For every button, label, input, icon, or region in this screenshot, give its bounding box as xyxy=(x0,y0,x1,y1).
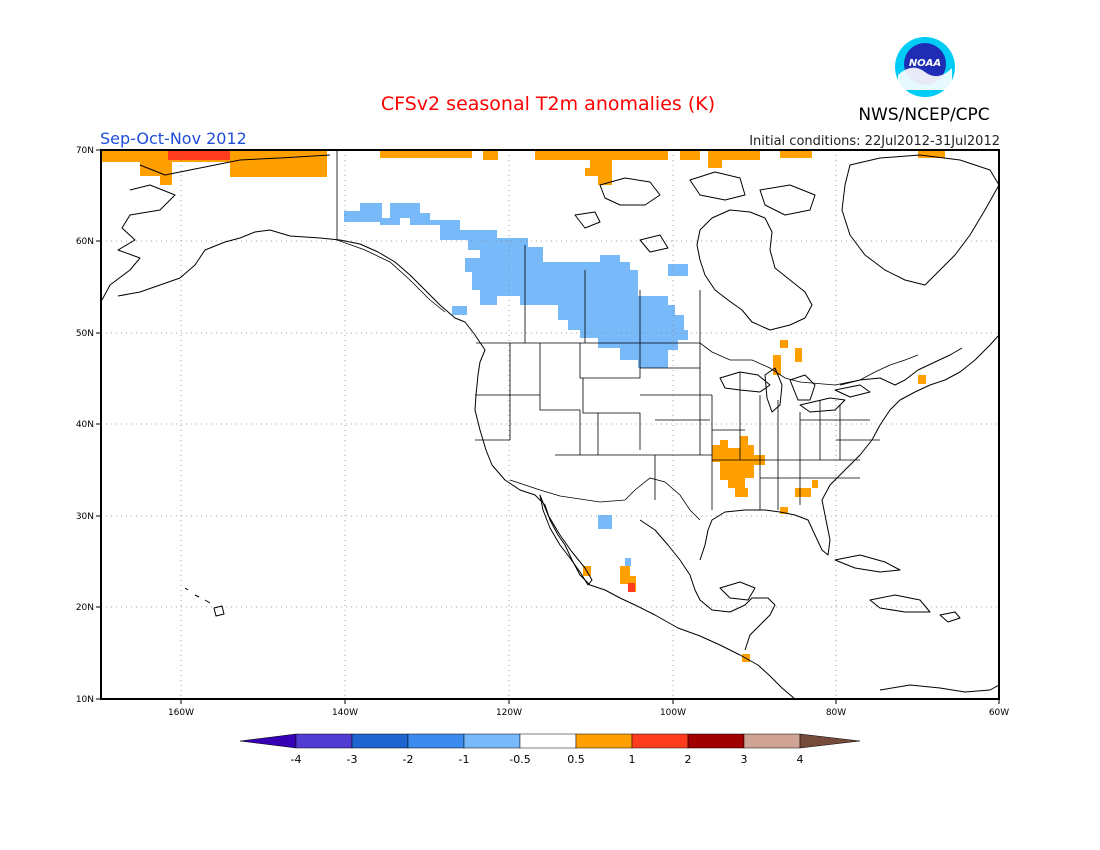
colorbar-label-1: -3 xyxy=(347,753,358,766)
map-title: CFSv2 seasonal T2m anomalies (K) xyxy=(381,93,715,115)
warm-anomaly-ontario xyxy=(780,340,788,348)
cool-anomaly-mexico-2 xyxy=(625,558,631,566)
lon-label-60w: 60W xyxy=(989,708,1009,718)
warm-anomaly-maine xyxy=(918,375,926,384)
hot-anomaly-jalisco xyxy=(628,583,635,592)
colorbar-swatch-10 xyxy=(799,733,861,749)
colorbar-label-8: 3 xyxy=(741,753,748,766)
warm-anomaly-arkansas xyxy=(712,436,765,497)
lon-label-160w: 160W xyxy=(168,708,194,718)
cool-anomaly-bc xyxy=(452,306,467,315)
colorbar-swatch-7 xyxy=(631,733,689,749)
coast-great-lakes xyxy=(719,367,871,413)
map-canvas xyxy=(101,150,999,699)
colorbar-label-2: -2 xyxy=(403,753,414,766)
cool-anomaly-canada xyxy=(344,203,688,368)
coast-northeast xyxy=(839,334,999,401)
border-alaska-canada xyxy=(336,150,446,313)
coast-arctic-islands xyxy=(574,171,816,253)
colorbar-swatch-8 xyxy=(687,733,745,749)
warm-anomaly-ontario-2 xyxy=(795,348,802,362)
colorbar-swatch-2 xyxy=(351,733,409,749)
colorbar-swatch-3 xyxy=(407,733,465,749)
coast-gulf xyxy=(639,399,901,651)
coast-caribbean xyxy=(719,554,999,693)
colorbar-label-6: 1 xyxy=(629,753,636,766)
province-borders xyxy=(524,245,701,343)
initial-conditions-label: Initial conditions: 22Jul2012-31Jul2012 xyxy=(749,134,1000,149)
colorbar-label-3: -1 xyxy=(459,753,470,766)
tick-marks xyxy=(96,149,1000,704)
lat-label-30n: 30N xyxy=(76,512,94,522)
warm-anomaly-georgia xyxy=(812,480,818,488)
colorbar-swatch-4 xyxy=(463,733,521,749)
coast-greenland xyxy=(841,154,999,286)
colorbar-swatch-6 xyxy=(575,733,633,749)
lat-label-20n: 20N xyxy=(76,603,94,613)
coastlines xyxy=(101,150,999,699)
coast-baja xyxy=(539,494,593,586)
border-us-canada xyxy=(476,342,919,386)
colorbar-swatch-9 xyxy=(743,733,801,749)
coast-alaska xyxy=(101,154,466,323)
lat-label-70n: 70N xyxy=(76,146,94,156)
longitude-labels: 160W 140W 120W 100W 80W 60W xyxy=(168,708,1009,718)
warm-anomaly-florida xyxy=(780,507,788,514)
warm-anomaly-alabama xyxy=(795,488,811,497)
noaa-logo-text: NOAA xyxy=(909,58,941,69)
coast-pacific-northwest xyxy=(464,321,796,699)
coast-hawaii xyxy=(184,587,225,617)
lat-label-60n: 60N xyxy=(76,237,94,247)
colorbar-label-9: 4 xyxy=(797,753,804,766)
colorbar-label-4: -0.5 xyxy=(509,753,530,766)
colorbar-label-0: -4 xyxy=(291,753,302,766)
cool-anomaly-mexico xyxy=(598,515,612,529)
noaa-logo-bird-icon xyxy=(898,67,952,90)
political-borders xyxy=(475,245,919,521)
colorbar-swatch-0 xyxy=(239,733,297,749)
latitude-labels: 70N 60N 50N 40N 30N 20N 10N xyxy=(76,146,94,705)
colorbar-label-5: 0.5 xyxy=(567,753,585,766)
border-us-mexico xyxy=(509,477,701,521)
colorbar-label-7: 2 xyxy=(685,753,692,766)
lon-label-80w: 80W xyxy=(826,708,846,718)
warm-anomaly-michigan xyxy=(773,355,781,375)
lat-label-50n: 50N xyxy=(76,329,94,339)
season-label: Sep-Oct-Nov 2012 xyxy=(100,129,247,148)
lat-label-10n: 10N xyxy=(76,695,94,705)
colorbar: -4 -3 -2 -1 -0.5 0.5 1 2 3 4 xyxy=(239,733,861,766)
lat-label-40n: 40N xyxy=(76,420,94,430)
warm-anomaly-beaufort xyxy=(380,150,945,185)
lon-label-100w: 100W xyxy=(660,708,686,718)
colorbar-swatch-5 xyxy=(519,733,577,749)
state-borders xyxy=(475,343,880,510)
lon-label-140w: 140W xyxy=(332,708,358,718)
agency-label: NWS/NCEP/CPC xyxy=(858,105,989,125)
map-background xyxy=(101,150,999,699)
coast-hudson-bay xyxy=(696,209,813,331)
hot-anomaly-alaska-north xyxy=(168,150,230,160)
colorbar-swatch-1 xyxy=(295,733,353,749)
noaa-logo: NOAA xyxy=(895,37,955,97)
cool-anomaly-hudson xyxy=(668,264,688,276)
lon-label-120w: 120W xyxy=(496,708,522,718)
